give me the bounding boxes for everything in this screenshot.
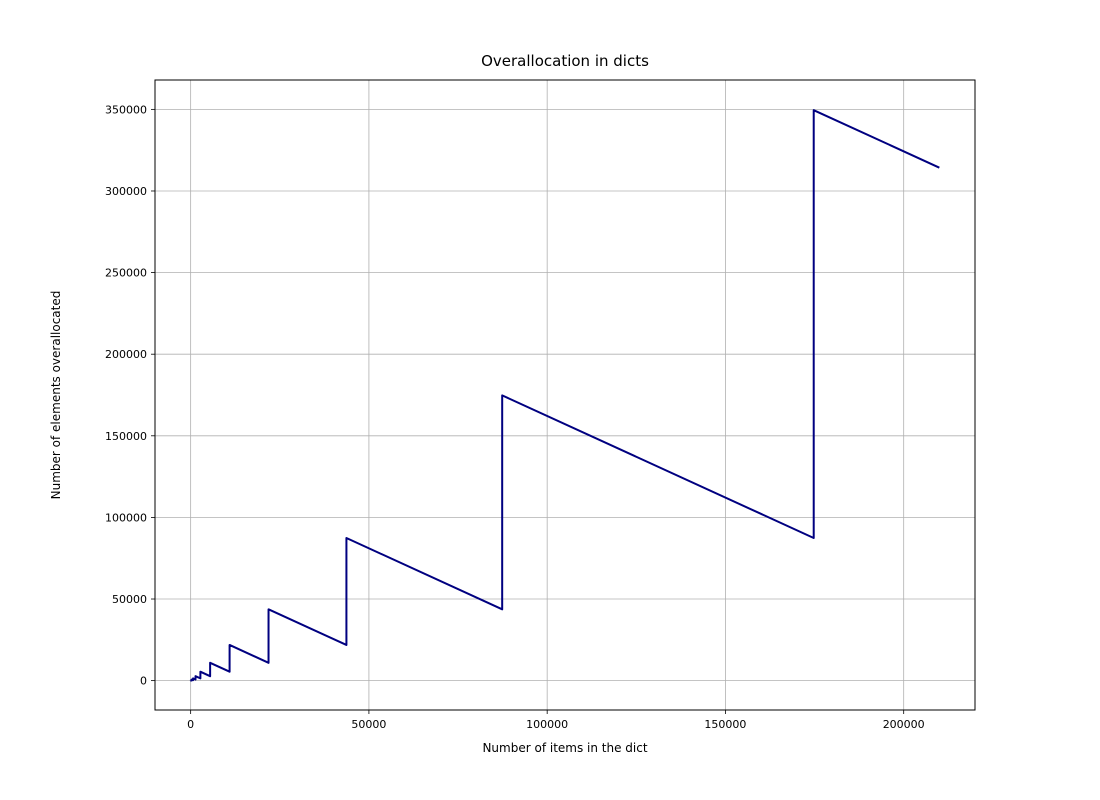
chart-svg: 0 50000 100000 150000 200000 0 50000 100000 1500… <box>0 0 1100 800</box>
x-tick-label: 100000 <box>526 718 568 731</box>
y-tick-label: 300000 <box>105 185 147 198</box>
y-tick-label: 200000 <box>105 348 147 361</box>
x-tick-label: 50000 <box>351 718 386 731</box>
y-tick-label: 250000 <box>105 267 147 280</box>
x-axis-label: Number of items in the dict <box>482 741 647 755</box>
y-tick-label: 150000 <box>105 430 147 443</box>
figure: 0 50000 100000 150000 200000 0 50000 100000 1500… <box>0 0 1100 800</box>
x-tick-label: 200000 <box>883 718 925 731</box>
x-tick-label: 150000 <box>704 718 746 731</box>
figure-bg <box>0 0 1100 800</box>
y-tick-label: 50000 <box>112 593 147 606</box>
y-axis-label: Number of elements overallocated <box>49 291 63 500</box>
y-tick-label: 100000 <box>105 511 147 524</box>
x-tick-label: 0 <box>187 718 194 731</box>
chart-title: Overallocation in dicts <box>481 52 649 70</box>
y-tick-label: 0 <box>140 675 147 688</box>
y-tick-label: 350000 <box>105 103 147 116</box>
